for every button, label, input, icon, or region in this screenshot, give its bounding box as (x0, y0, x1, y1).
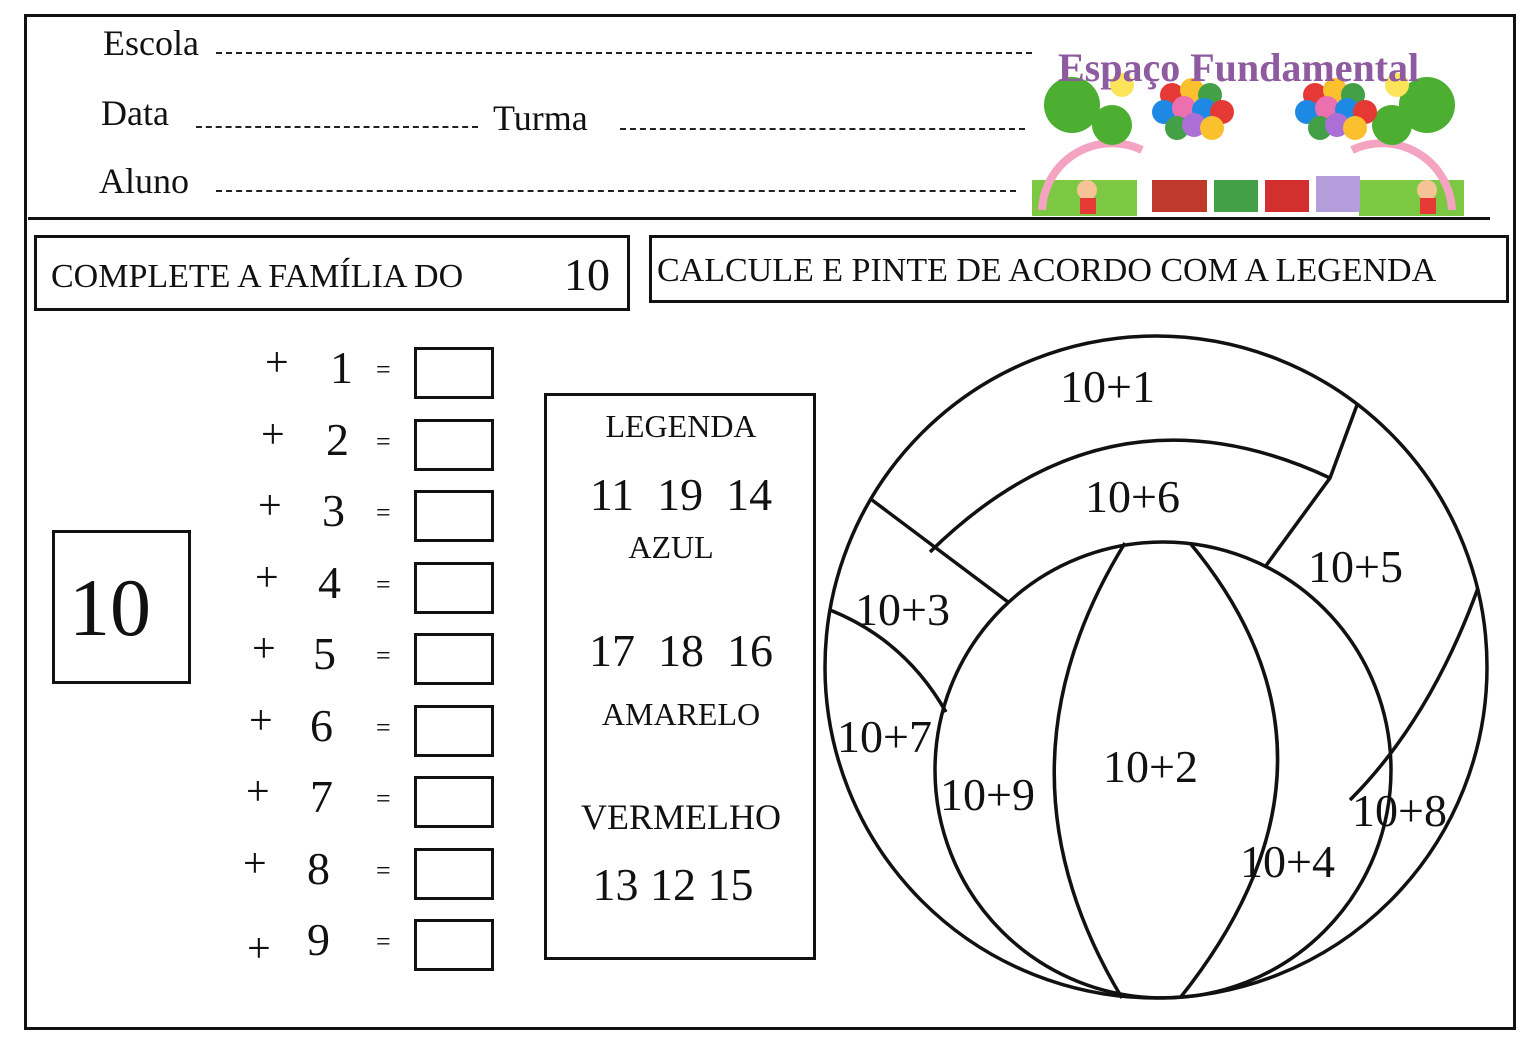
ball-section-label[interactable]: 10+6 (1085, 471, 1180, 522)
header-divider (28, 217, 1490, 220)
answer-box[interactable] (414, 347, 494, 399)
turma-label: Turma (493, 98, 588, 138)
legend-box: LEGENDA 11 19 14 AZUL 17 18 16 AMARELO V… (544, 393, 816, 960)
ball-section-label[interactable]: 10+1 (1060, 361, 1155, 412)
equals-sign: = (376, 712, 391, 742)
answer-box[interactable] (414, 418, 494, 471)
plus-sign: + (255, 554, 279, 601)
escola-field[interactable] (216, 52, 1032, 54)
base-number-box: 10 (52, 530, 191, 684)
addend: 2 (326, 413, 349, 465)
calculate-title: CALCULE E PINTE DE ACORDO COM A LEGENDA (657, 252, 1437, 289)
ball-section-label[interactable]: 10+3 (855, 584, 950, 635)
complete-family-title: COMPLETE A FAMÍLIA DO (51, 258, 464, 295)
complete-family-title-number: 10 (564, 249, 610, 300)
addend: 1 (330, 342, 353, 393)
answer-box[interactable] (414, 776, 494, 828)
ball-line (1348, 587, 1480, 802)
answer-box[interactable] (414, 847, 494, 900)
plus-sign: + (258, 483, 282, 529)
addend: 8 (307, 842, 330, 894)
complete-family-title-box: COMPLETE A FAMÍLIA DO 10 (34, 235, 630, 311)
ball-line (928, 438, 1331, 554)
ball-section-label[interactable]: 10+5 (1308, 541, 1403, 592)
ball-line (1263, 404, 1359, 569)
page-border (24, 14, 1516, 1030)
plus-sign: + (249, 697, 273, 744)
espaco-fundamental-logo (1032, 73, 1464, 216)
ball-line (1178, 541, 1280, 1000)
answer-box[interactable] (414, 490, 494, 542)
addend: 7 (310, 771, 333, 822)
equals-sign: = (376, 498, 391, 527)
base-number: 10 (69, 562, 151, 653)
answer-box[interactable] (414, 633, 494, 685)
ball-line (829, 608, 948, 713)
aluno-field[interactable] (216, 190, 1016, 192)
addend: 9 (307, 914, 330, 965)
ball-section-label[interactable]: 10+4 (1240, 836, 1335, 887)
plus-sign: + (243, 840, 267, 887)
logo-text: Espaço Fundamental (1058, 45, 1420, 90)
addend: 5 (313, 628, 336, 679)
addend: 4 (318, 556, 341, 608)
escola-label: Escola (103, 23, 199, 63)
equals-sign: = (376, 641, 391, 670)
answer-box[interactable] (414, 704, 494, 757)
calculate-title-box: CALCULE E PINTE DE ACORDO COM A LEGENDA (649, 235, 1509, 303)
ball-section-label[interactable]: 10+2 (1103, 741, 1198, 792)
answer-box[interactable] (414, 919, 494, 971)
data-field[interactable] (196, 126, 478, 128)
legend-yellow-numbers: 17 18 16 (589, 625, 773, 676)
turma-field[interactable] (620, 128, 1025, 130)
legend-red-label: VERMELHO (581, 797, 781, 837)
ball-line (1052, 542, 1127, 999)
plus-sign: + (265, 340, 289, 386)
plus-sign: + (252, 626, 276, 672)
ball-outline (823, 334, 1489, 1000)
addend: 3 (322, 485, 345, 536)
plus-sign: + (247, 926, 271, 972)
data-label: Data (101, 93, 169, 133)
legend-blue-label: AZUL (628, 529, 714, 565)
plus-sign: + (246, 769, 270, 815)
ball-section-label[interactable]: 10+7 (837, 711, 932, 762)
ball-inner-circle (933, 540, 1393, 1000)
legend-yellow-label: AMARELO (601, 696, 761, 732)
plus-sign: + (261, 411, 285, 458)
legend-heading: LEGENDA (605, 408, 757, 444)
ball-section-label[interactable]: 10+9 (940, 769, 1035, 820)
legend-red-numbers: 13 12 15 (592, 859, 754, 910)
legend-blue-numbers: 11 19 14 (589, 469, 773, 520)
ball-section-label[interactable]: 10+8 (1352, 785, 1447, 836)
equals-sign: = (376, 426, 391, 456)
equals-sign: = (376, 855, 391, 885)
equals-sign: = (376, 784, 391, 813)
equals-sign: = (376, 355, 391, 384)
aluno-label: Aluno (99, 161, 189, 201)
addend: 6 (310, 699, 333, 751)
ball-line (870, 498, 1010, 604)
equals-sign: = (376, 569, 391, 599)
answer-box[interactable] (414, 561, 494, 614)
equals-sign: = (376, 927, 391, 956)
